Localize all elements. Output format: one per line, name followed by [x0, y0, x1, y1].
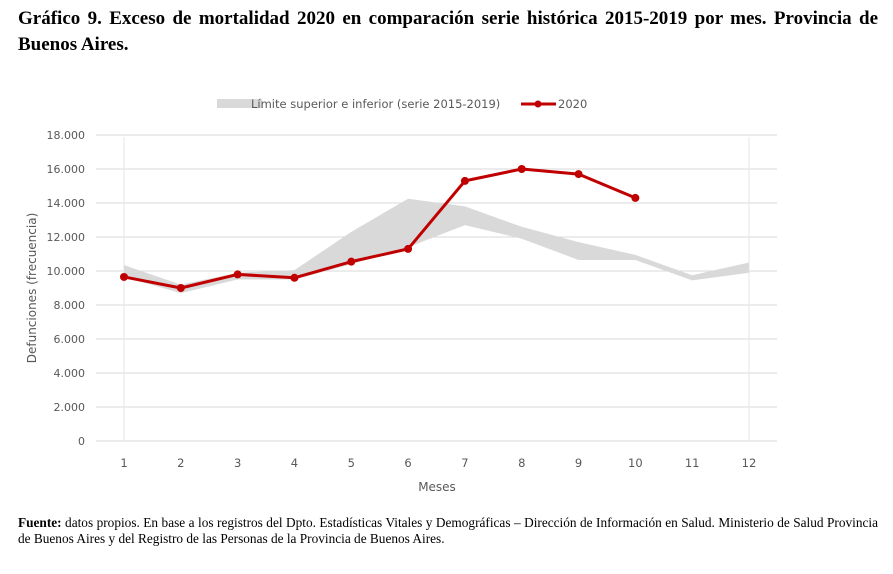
series-2020-point: [120, 272, 128, 281]
x-tick-label: 6: [404, 456, 411, 470]
y-tick-label: 16.000: [47, 163, 86, 176]
legend-2020-marker: [534, 100, 542, 108]
series-2020-point: [404, 244, 413, 253]
x-tick-label: 2: [177, 456, 184, 470]
series-2020-point: [290, 273, 299, 282]
x-tick-label: 9: [575, 456, 582, 470]
x-tick-label: 12: [742, 456, 757, 470]
legend-band-label: Límite superior e inferior (serie 2015-2…: [251, 97, 500, 111]
x-tick-label: 3: [234, 456, 241, 470]
x-tick-label: 10: [628, 456, 643, 470]
series-2020-point: [347, 257, 356, 266]
series-2020-point: [233, 270, 242, 279]
x-tick-label: 7: [461, 456, 468, 470]
y-axis-label: Defunciones (frecuencia): [25, 213, 39, 364]
series-2020-point: [517, 165, 526, 173]
series-2020-point: [460, 176, 469, 185]
legend-2020-label: 2020: [558, 97, 587, 111]
x-tick-label: 1: [120, 456, 127, 470]
x-tick-label: 5: [348, 456, 355, 470]
y-tick-label: 12.000: [47, 231, 86, 244]
y-tick-label: 4.000: [54, 367, 86, 380]
legend-band-swatch: [217, 99, 262, 108]
source-text: datos propios. En base a los registros d…: [18, 515, 878, 546]
historical-band: [124, 198, 749, 294]
x-tick-label: 4: [291, 456, 298, 470]
series-2020-point: [574, 170, 583, 179]
chart-title: Gráfico 9. Exceso de mortalidad 2020 en …: [18, 8, 878, 55]
y-tick-label: 8.000: [54, 299, 86, 312]
x-tick-label: 8: [518, 456, 525, 470]
series-2020-point: [176, 284, 185, 292]
source-label: Fuente:: [18, 515, 62, 530]
series-2020-line: [123, 167, 636, 290]
x-tick-label: 11: [685, 456, 700, 470]
y-tick-label: 18.000: [47, 129, 86, 142]
y-tick-label: 6.000: [54, 333, 86, 346]
x-axis-label: Meses: [418, 480, 456, 494]
y-tick-label: 0: [78, 435, 85, 448]
y-tick-label: 2.000: [54, 401, 86, 414]
series-2020-point: [631, 193, 640, 202]
y-tick-label: 14.000: [47, 197, 86, 210]
y-tick-label: 10.000: [47, 265, 86, 278]
source-note: Fuente: datos propios. En base a los reg…: [18, 515, 878, 547]
